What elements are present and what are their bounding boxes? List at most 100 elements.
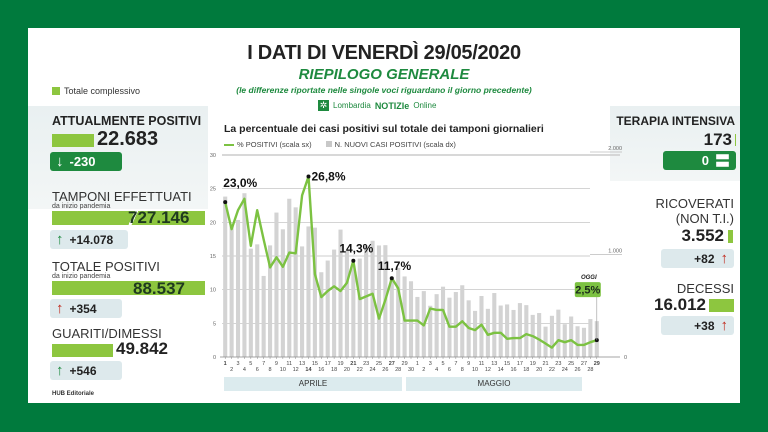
bar-new-cases: [261, 275, 266, 357]
bar-new-cases: [453, 292, 458, 357]
x-tick-label: 13: [491, 361, 497, 367]
x-tick-label: 16: [318, 367, 324, 373]
x-tick-label: 1: [416, 361, 419, 367]
terapia-label: TERAPIA INTENSIVA: [616, 114, 735, 128]
x-tick-label: 7: [454, 361, 457, 367]
bar-new-cases: [408, 281, 414, 357]
delta-value: -230: [69, 154, 96, 169]
oggi-tag: OGGI: [581, 275, 597, 281]
annotation-dot: [306, 174, 311, 179]
left-axis-tick: 0: [213, 355, 216, 361]
ricoverati-bar: [728, 230, 733, 243]
x-tick-label: 24: [369, 367, 375, 373]
lombardia-notizie-logo: ✲ Lombardia NOTIZIe Online: [318, 100, 436, 111]
bar-new-cases: [569, 316, 574, 357]
bar-new-cases: [415, 296, 420, 357]
x-tick-label: 25: [376, 361, 382, 367]
bar-new-cases: [255, 244, 260, 357]
x-tick-label: 9: [275, 361, 278, 367]
left-axis-tick: 10: [210, 288, 216, 294]
bar-new-cases: [581, 327, 587, 357]
bar-new-cases: [396, 267, 401, 357]
bar-new-cases: [370, 240, 375, 357]
ricoverati-label: RICOVERATI: [655, 196, 735, 211]
page-note: (le differenze riportate nelle singole v…: [236, 85, 532, 95]
bar-new-cases: [351, 265, 356, 357]
tamponi-label: TAMPONI EFFETTUATI: [52, 189, 192, 204]
annotation-label: 26,8%: [311, 170, 345, 184]
x-tick-label: 2: [422, 367, 425, 373]
legend-label: % POSITIVI (scala sx): [237, 140, 312, 149]
bar-new-cases: [229, 224, 234, 357]
x-tick-label: 28: [395, 367, 401, 373]
terapia-delta: 0 〓: [663, 151, 736, 170]
bar-new-cases: [588, 319, 593, 357]
page-subtitle: RIEPILOGO GENERALE: [298, 66, 470, 83]
arrow-up-icon: ↑: [56, 231, 64, 248]
bar-new-cases: [357, 258, 362, 357]
x-tick-label: 13: [299, 361, 305, 367]
right-axis-tick: 0: [624, 355, 627, 361]
legend-label: N. NUOVI CASI POSITIVI (scala dx): [334, 140, 456, 149]
x-tick-label: 6: [448, 367, 451, 373]
oggi-badge: [574, 282, 601, 298]
legend-line-positivi: % POSITIVI (scala sx): [224, 140, 312, 149]
x-tick-label: 22: [549, 367, 555, 373]
x-tick-label: 23: [555, 361, 561, 367]
oggi-value: 2,5%: [575, 285, 600, 297]
bar-new-cases: [344, 250, 349, 357]
bar-new-cases: [274, 212, 279, 357]
x-tick-label: 28: [587, 367, 593, 373]
totale-positivi-value: 88.537: [133, 279, 185, 298]
delta-value: +354: [69, 301, 97, 316]
infographic-frame: I DATI DI VENERDÌ 29/05/2020 RIEPILOGO G…: [28, 28, 740, 403]
page-title: I DATI DI VENERDÌ 29/05/2020: [247, 42, 521, 64]
bar-new-cases: [312, 227, 317, 357]
x-tick-label: 29: [594, 361, 600, 367]
guariti-delta: ↑ +546: [50, 361, 122, 380]
arrow-up-icon: ↑: [720, 317, 729, 334]
logo-brand: NOTIZIe: [374, 100, 410, 111]
x-tick-label: 4: [243, 367, 246, 373]
legend-bar-swatch: [325, 141, 332, 147]
left-axis-tick: 5: [213, 321, 216, 327]
x-tick-label: 30: [408, 367, 414, 373]
right-axis-tick: 2.000: [608, 146, 622, 152]
logo-icon: ✲: [318, 100, 329, 111]
x-tick-label: 5: [442, 361, 445, 367]
x-tick-label: 6: [256, 367, 259, 373]
annotation-label: 23,0%: [223, 176, 257, 190]
x-tick-label: 18: [523, 367, 529, 373]
chart-plot: 05101520253001.0002.00012345678910111213…: [210, 146, 627, 373]
x-tick-label: 22: [357, 367, 363, 373]
totale-positivi-delta: ↑ +354: [50, 299, 122, 318]
decessi-value: 16.012: [654, 295, 706, 314]
month-label-may: MAGGIO: [406, 377, 582, 391]
bar-new-cases: [293, 207, 298, 357]
right-axis-tick: 1.000: [608, 249, 622, 255]
annotation-label: 11,7%: [378, 259, 412, 273]
annotation-dot: [223, 200, 228, 205]
bar-new-cases: [332, 249, 337, 357]
ricoverati-delta: +82 ↑: [661, 249, 734, 268]
line-percent-positive: [224, 175, 598, 349]
bar-new-cases: [338, 229, 343, 357]
card-attualmente-positivi: ATTUALMENTE POSITIVI 22.683 ↓ -230: [28, 106, 208, 209]
totale-positivi-bar: [52, 281, 205, 295]
tamponi-bar: [52, 211, 205, 225]
bar-new-cases: [223, 196, 228, 357]
x-tick-label: 8: [269, 367, 272, 373]
arrow-down-icon: ↓: [56, 153, 64, 170]
bar-new-cases: [319, 272, 324, 357]
x-tick-label: 1: [224, 361, 227, 367]
tamponi-delta: ↑ +14.078: [50, 230, 128, 249]
bar-new-cases: [473, 310, 478, 357]
bar-new-cases: [537, 313, 542, 357]
x-tick-label: 15: [312, 361, 318, 367]
x-tick-label: 19: [530, 361, 536, 367]
bar-new-cases: [556, 309, 561, 357]
totale-positivi-sublabel: da inizio pandemia: [52, 273, 111, 280]
x-tick-label: 23: [363, 361, 369, 367]
bar-new-cases: [376, 245, 382, 357]
bar-new-cases: [440, 286, 446, 357]
